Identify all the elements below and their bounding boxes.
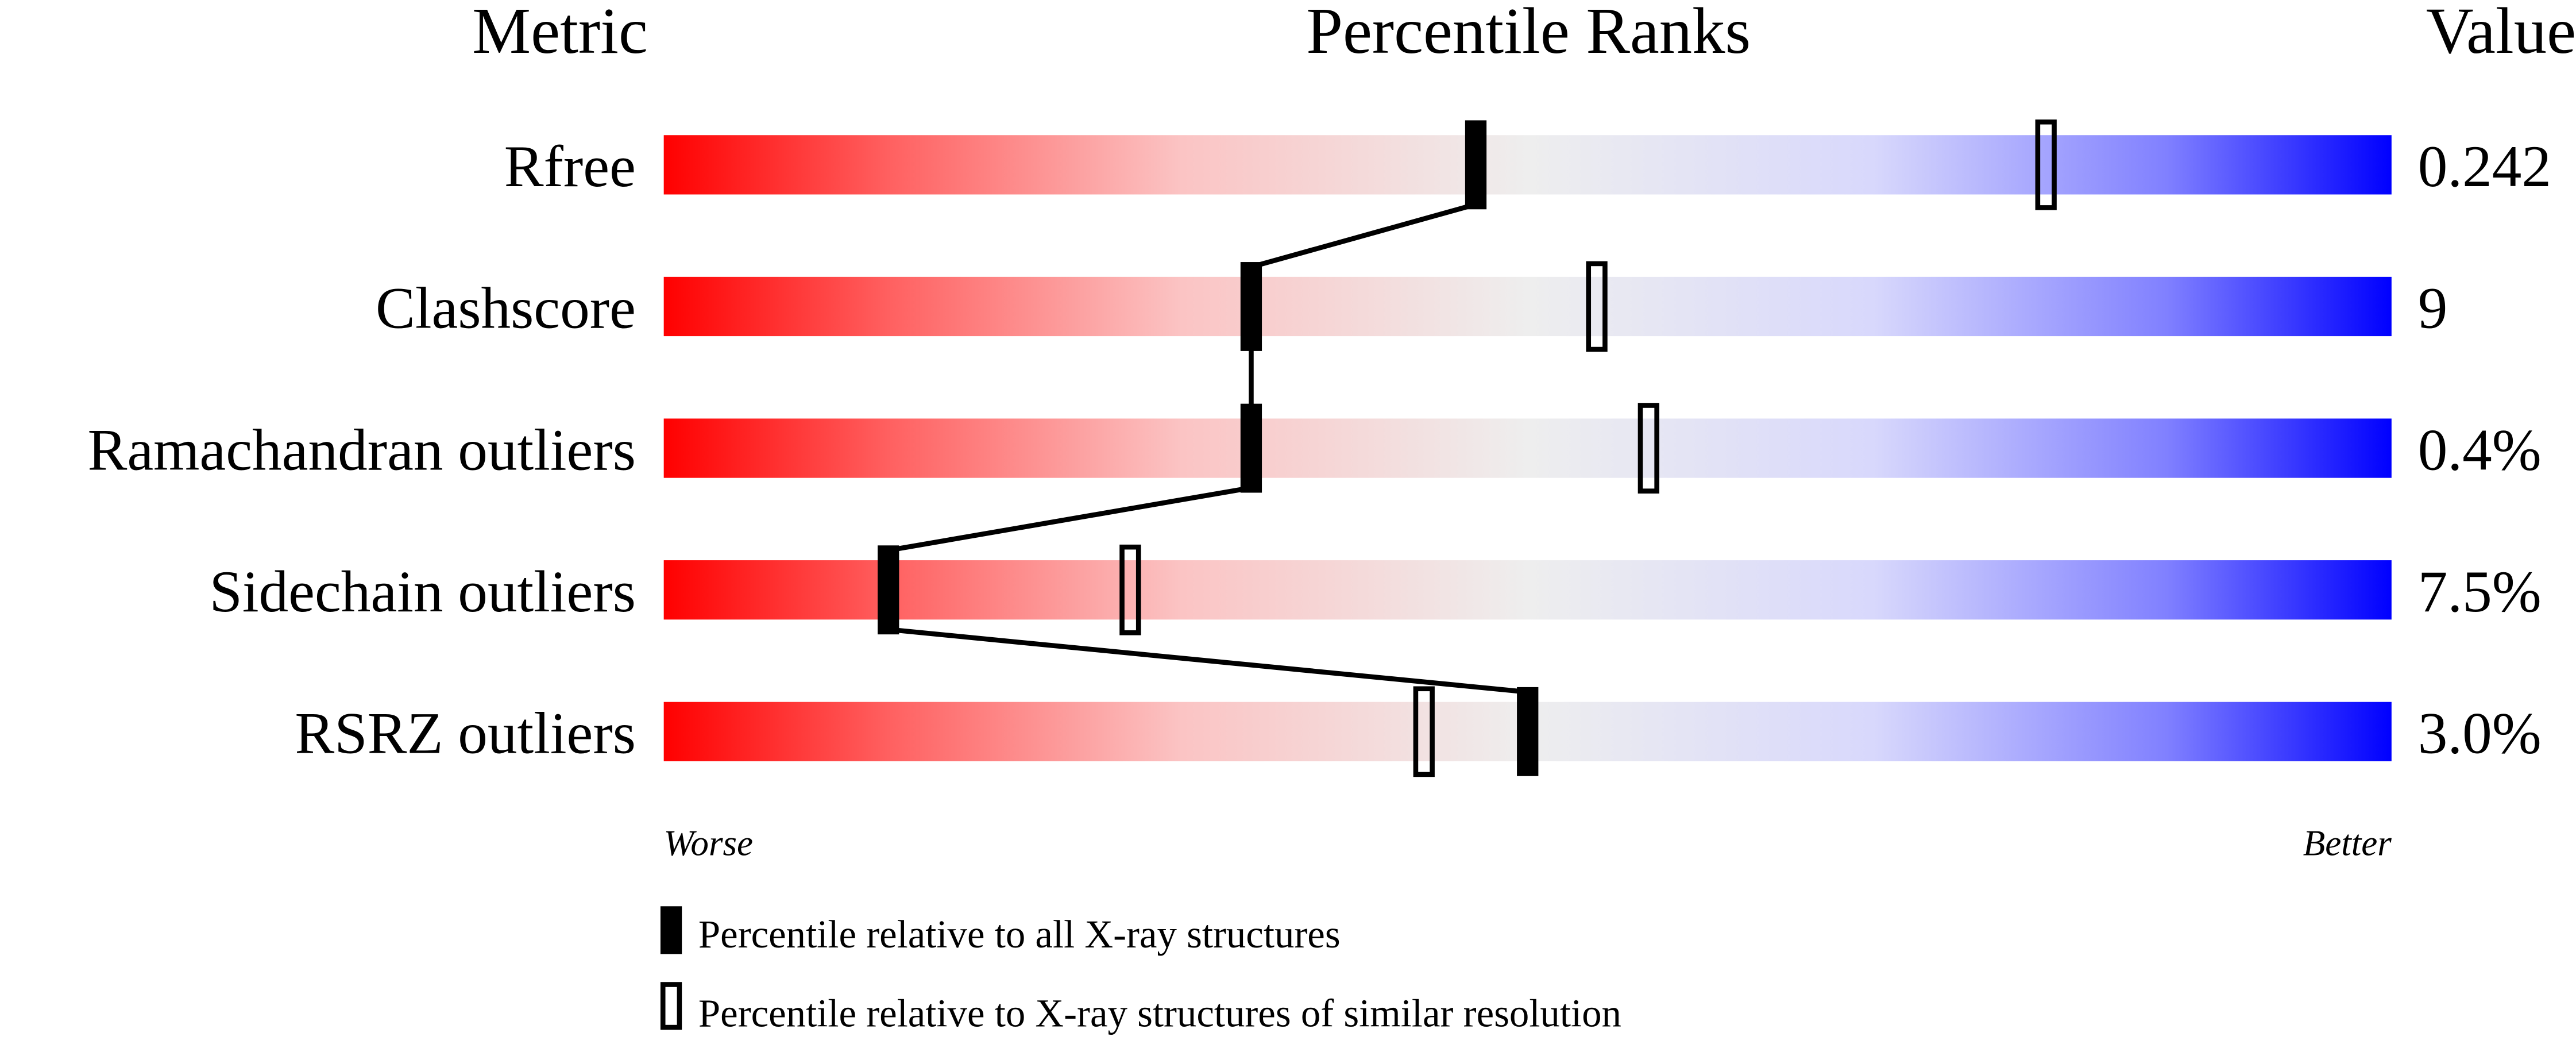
percentile-all-marker (1240, 262, 1262, 351)
axis-label-worse: Worse (664, 823, 753, 863)
metric-value: 0.4% (2418, 417, 2542, 483)
percentile-bar (663, 418, 2392, 478)
header-value: Value (2426, 0, 2576, 67)
metric-value: 7.5% (2418, 559, 2542, 625)
metric-value: 9 (2418, 276, 2448, 341)
percentile-similar-marker (1413, 686, 1435, 777)
percentile-bar (663, 135, 2392, 195)
metric-label: Clashscore (376, 276, 636, 341)
metric-label: Ramachandran outliers (87, 417, 635, 483)
metric-label: Sidechain outliers (209, 559, 635, 625)
legend-similar-label: Percentile relative to X-ray structures … (698, 992, 1621, 1035)
percentile-all-marker (1240, 403, 1262, 493)
metric-value: 0.242 (2418, 134, 2551, 199)
percentile-bar (663, 560, 2392, 620)
percentile-all-marker (878, 545, 899, 635)
axis-label-better: Better (2303, 823, 2392, 863)
percentile-all-marker (1465, 120, 1487, 210)
legend-similar-marker (660, 982, 682, 1030)
percentile-all-marker (1517, 687, 1539, 776)
percentile-similar-marker (1586, 261, 1608, 352)
metric-label: RSRZ outliers (295, 701, 636, 766)
metric-label: Rfree (504, 134, 636, 199)
metric-value: 3.0% (2418, 701, 2542, 766)
percentile-bar (663, 276, 2392, 337)
percentile-similar-marker (1637, 403, 1659, 494)
legend-all-marker (660, 906, 682, 954)
legend-all-label: Percentile relative to all X-ray structu… (698, 912, 1341, 956)
header-metric: Metric (472, 0, 648, 67)
percentile-similar-marker (2035, 119, 2057, 210)
percentile-similar-marker (1119, 544, 1141, 635)
header-percentile-ranks: Percentile Ranks (1306, 0, 1751, 67)
